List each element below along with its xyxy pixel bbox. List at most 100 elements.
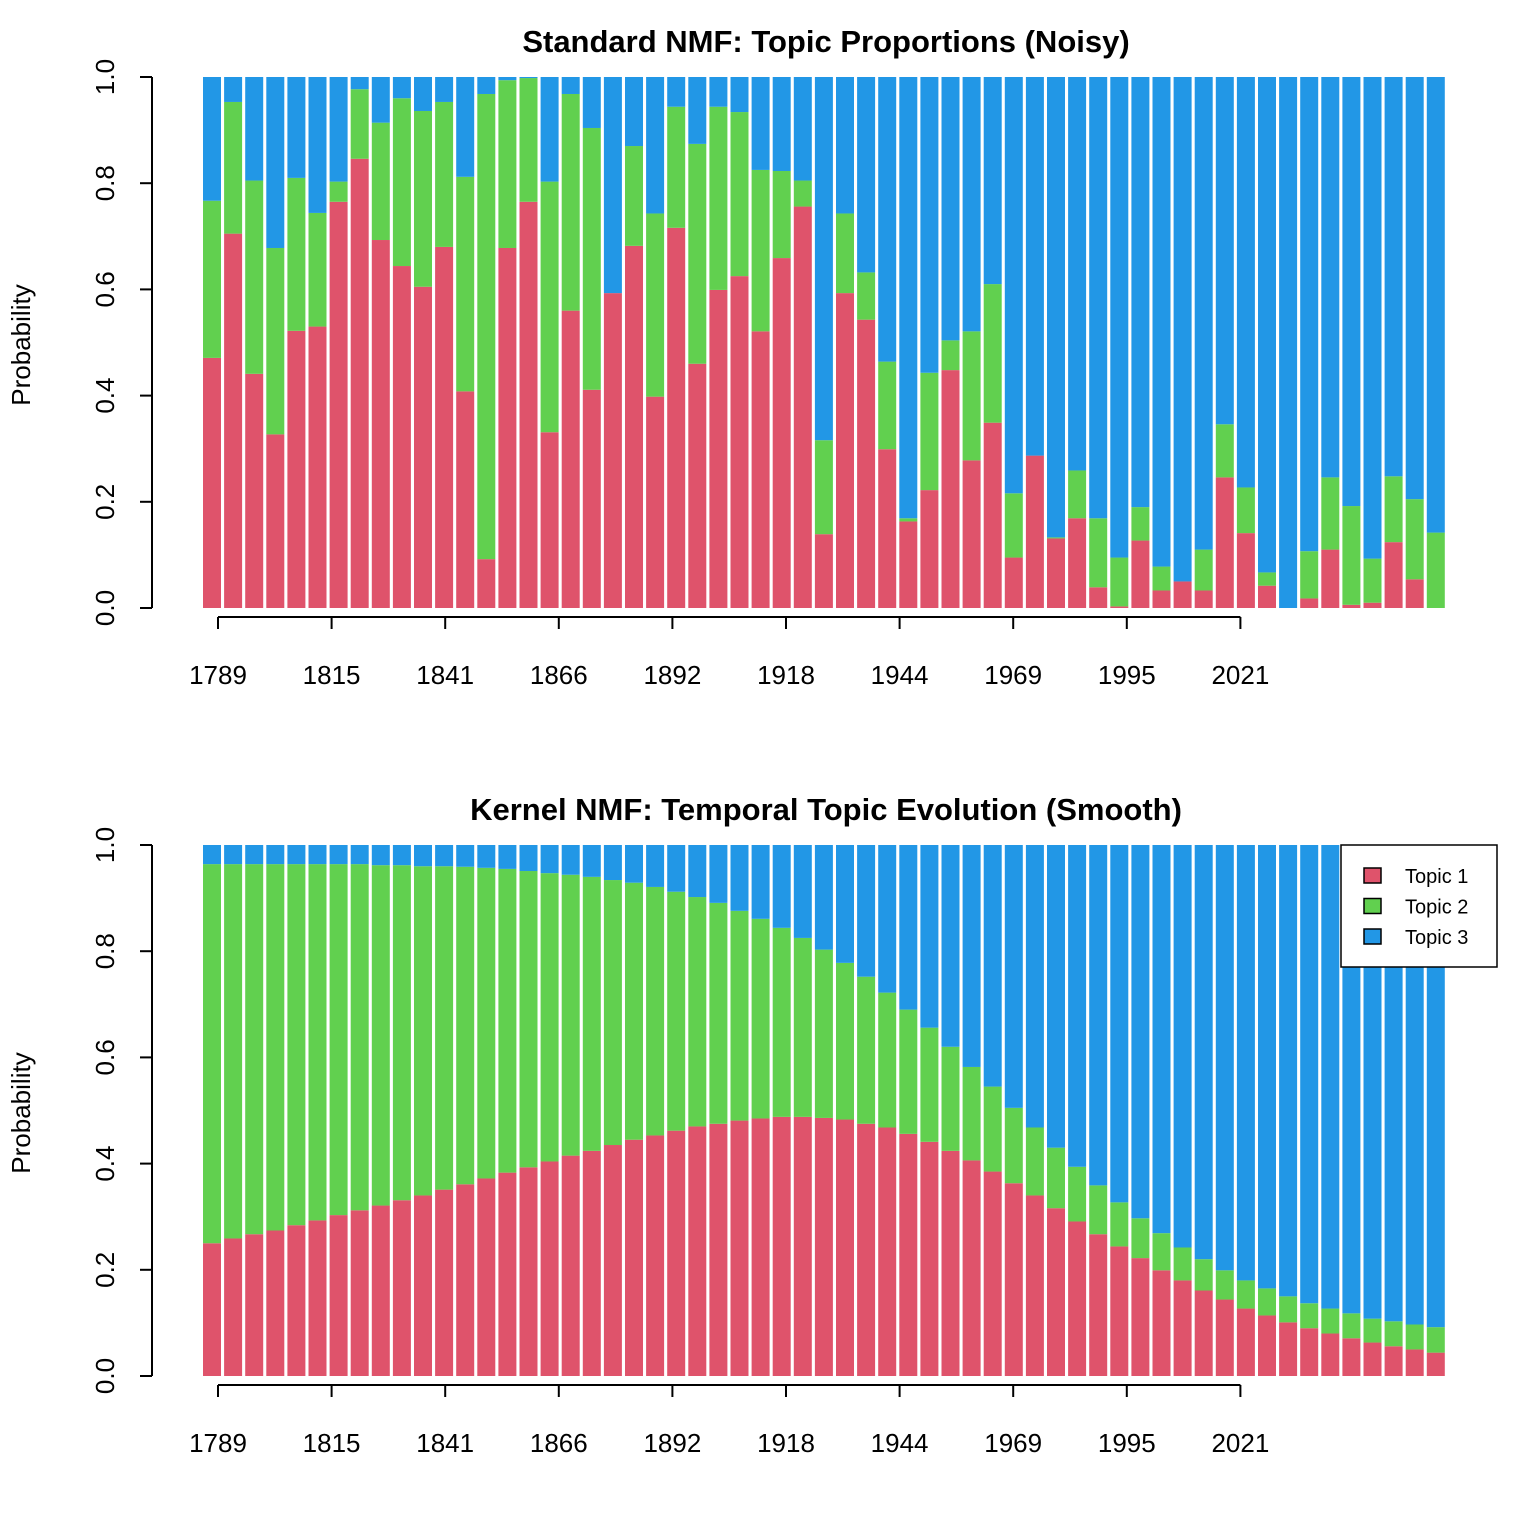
bar-segment-topic-2 (414, 866, 432, 1196)
y-tick-label: 0.8 (90, 165, 120, 201)
bar-segment-topic-3 (1215, 77, 1234, 425)
x-tick-label: 1918 (757, 660, 815, 690)
bar-segment-topic-3 (519, 845, 538, 872)
bar-segment-topic-1 (857, 1123, 876, 1376)
bar-segment-topic-2 (814, 440, 833, 535)
bar-segment-topic-2 (498, 80, 517, 248)
bar-segment-topic-1 (1110, 606, 1129, 608)
bar-segment-topic-1 (1342, 604, 1361, 608)
bar-segment-topic-2 (1279, 1296, 1298, 1323)
bar-segment-topic-3 (941, 77, 960, 341)
bar-segment-topic-3 (287, 77, 306, 178)
bar-segment-topic-3 (709, 845, 728, 903)
bar-segment-topic-1 (287, 330, 306, 608)
bar-segment-topic-3 (329, 845, 348, 865)
bar-segment-topic-2 (772, 927, 791, 1117)
bar-segment-topic-1 (1152, 1270, 1171, 1376)
bar-segment-topic-2 (224, 101, 243, 234)
bar-segment-topic-2 (266, 864, 285, 1231)
bar-segment-topic-3 (435, 845, 454, 867)
bar-segment-topic-1 (1405, 1349, 1424, 1376)
bar-segment-topic-1 (203, 1243, 221, 1376)
bar-segment-topic-1 (1173, 1280, 1192, 1376)
bar-segment-topic-2 (519, 871, 538, 1168)
bar-segment-topic-3 (308, 845, 327, 865)
bar-segment-topic-3 (625, 77, 643, 147)
chart-title: Standard NMF: Topic Proportions (Noisy) (522, 24, 1129, 59)
x-tick-label: 1841 (416, 660, 474, 690)
bar-segment-topic-3 (266, 845, 285, 865)
bar-segment-topic-1 (1004, 557, 1023, 608)
bar-segment-topic-3 (329, 77, 348, 182)
bar-segment-topic-3 (350, 845, 369, 865)
bar-segment-topic-3 (1068, 845, 1087, 1167)
bar-segment-topic-1 (920, 1141, 939, 1376)
bar-segment-topic-2 (1384, 1321, 1403, 1347)
x-tick-label: 1995 (1098, 1428, 1156, 1458)
bar-segment-topic-3 (962, 77, 981, 332)
bar-segment-topic-2 (1384, 476, 1403, 543)
bar-segment-topic-1 (603, 1145, 622, 1376)
bar-segment-topic-3 (878, 77, 897, 362)
bar-segment-topic-2 (245, 864, 264, 1235)
bar-segment-topic-2 (962, 331, 981, 461)
bar-segment-topic-3 (561, 77, 580, 94)
x-tick-label: 1866 (530, 1428, 588, 1458)
bar-segment-topic-1 (1025, 455, 1044, 608)
bar-segment-topic-2 (1215, 424, 1234, 478)
bar-segment-topic-2 (1300, 551, 1319, 599)
bar-segment-topic-2 (582, 876, 601, 1151)
bar-segment-topic-2 (329, 864, 348, 1216)
x-tick-label: 1892 (643, 660, 701, 690)
x-tick-label: 1841 (416, 1428, 474, 1458)
bar-segment-topic-1 (1300, 1328, 1319, 1376)
bar-segment-topic-3 (1089, 845, 1108, 1186)
bar-segment-topic-1 (646, 396, 665, 608)
bar-segment-topic-2 (1110, 1202, 1129, 1247)
y-tick-label: 0.0 (90, 1358, 120, 1394)
bar-segment-topic-3 (1194, 77, 1213, 550)
bar-segment-topic-1 (857, 319, 876, 608)
bar-segment-topic-3 (814, 77, 833, 441)
y-tick-label: 0.2 (90, 1252, 120, 1288)
bar-segment-topic-3 (540, 845, 559, 874)
x-tick-label: 2021 (1211, 660, 1269, 690)
bar-segment-topic-2 (857, 976, 876, 1124)
bar-segment-topic-3 (646, 77, 665, 214)
bar-segment-topic-1 (1068, 518, 1087, 608)
bar-segment-topic-1 (793, 1116, 812, 1376)
bar-segment-topic-3 (392, 77, 411, 99)
bar-segment-topic-3 (751, 845, 770, 919)
bar-segment-topic-2 (308, 864, 327, 1221)
bar-segment-topic-3 (371, 845, 390, 866)
x-tick-label: 1918 (757, 1428, 815, 1458)
bar-segment-topic-1 (1384, 1346, 1403, 1376)
bar-segment-topic-2 (688, 897, 707, 1127)
bar-segment-topic-1 (603, 293, 622, 608)
bar-segment-topic-2 (540, 181, 559, 433)
bar-segment-topic-3 (709, 77, 728, 107)
bar-segment-topic-2 (1258, 1288, 1276, 1316)
bar-segment-topic-3 (836, 845, 854, 963)
bar-segment-topic-1 (983, 422, 1002, 608)
bar-segment-topic-2 (1089, 1185, 1108, 1235)
bar-segment-topic-2 (751, 169, 770, 332)
bar-segment-topic-1 (350, 158, 369, 609)
legend-swatch-topic-3 (1363, 928, 1382, 945)
bar-segment-topic-2 (1363, 1318, 1382, 1343)
legend-label: Topic 3 (1405, 927, 1468, 949)
bar-segment-topic-1 (1363, 1342, 1382, 1376)
bar-segment-topic-2 (245, 180, 264, 374)
bar-segment-topic-3 (498, 77, 517, 81)
bar-segment-topic-2 (899, 518, 918, 522)
bar-segment-topic-1 (1258, 585, 1276, 608)
bar-segment-topic-2 (603, 880, 622, 1146)
bar-segment-topic-2 (1300, 1303, 1319, 1329)
bar-segment-topic-2 (1004, 1107, 1023, 1184)
bar-segment-topic-3 (1152, 845, 1171, 1234)
bar-segment-topic-2 (836, 213, 854, 294)
bar-segment-topic-1 (1215, 1299, 1234, 1376)
bar-segment-topic-2 (667, 106, 686, 228)
bar-segment-topic-3 (625, 845, 643, 883)
y-tick-label: 0.2 (90, 484, 120, 520)
